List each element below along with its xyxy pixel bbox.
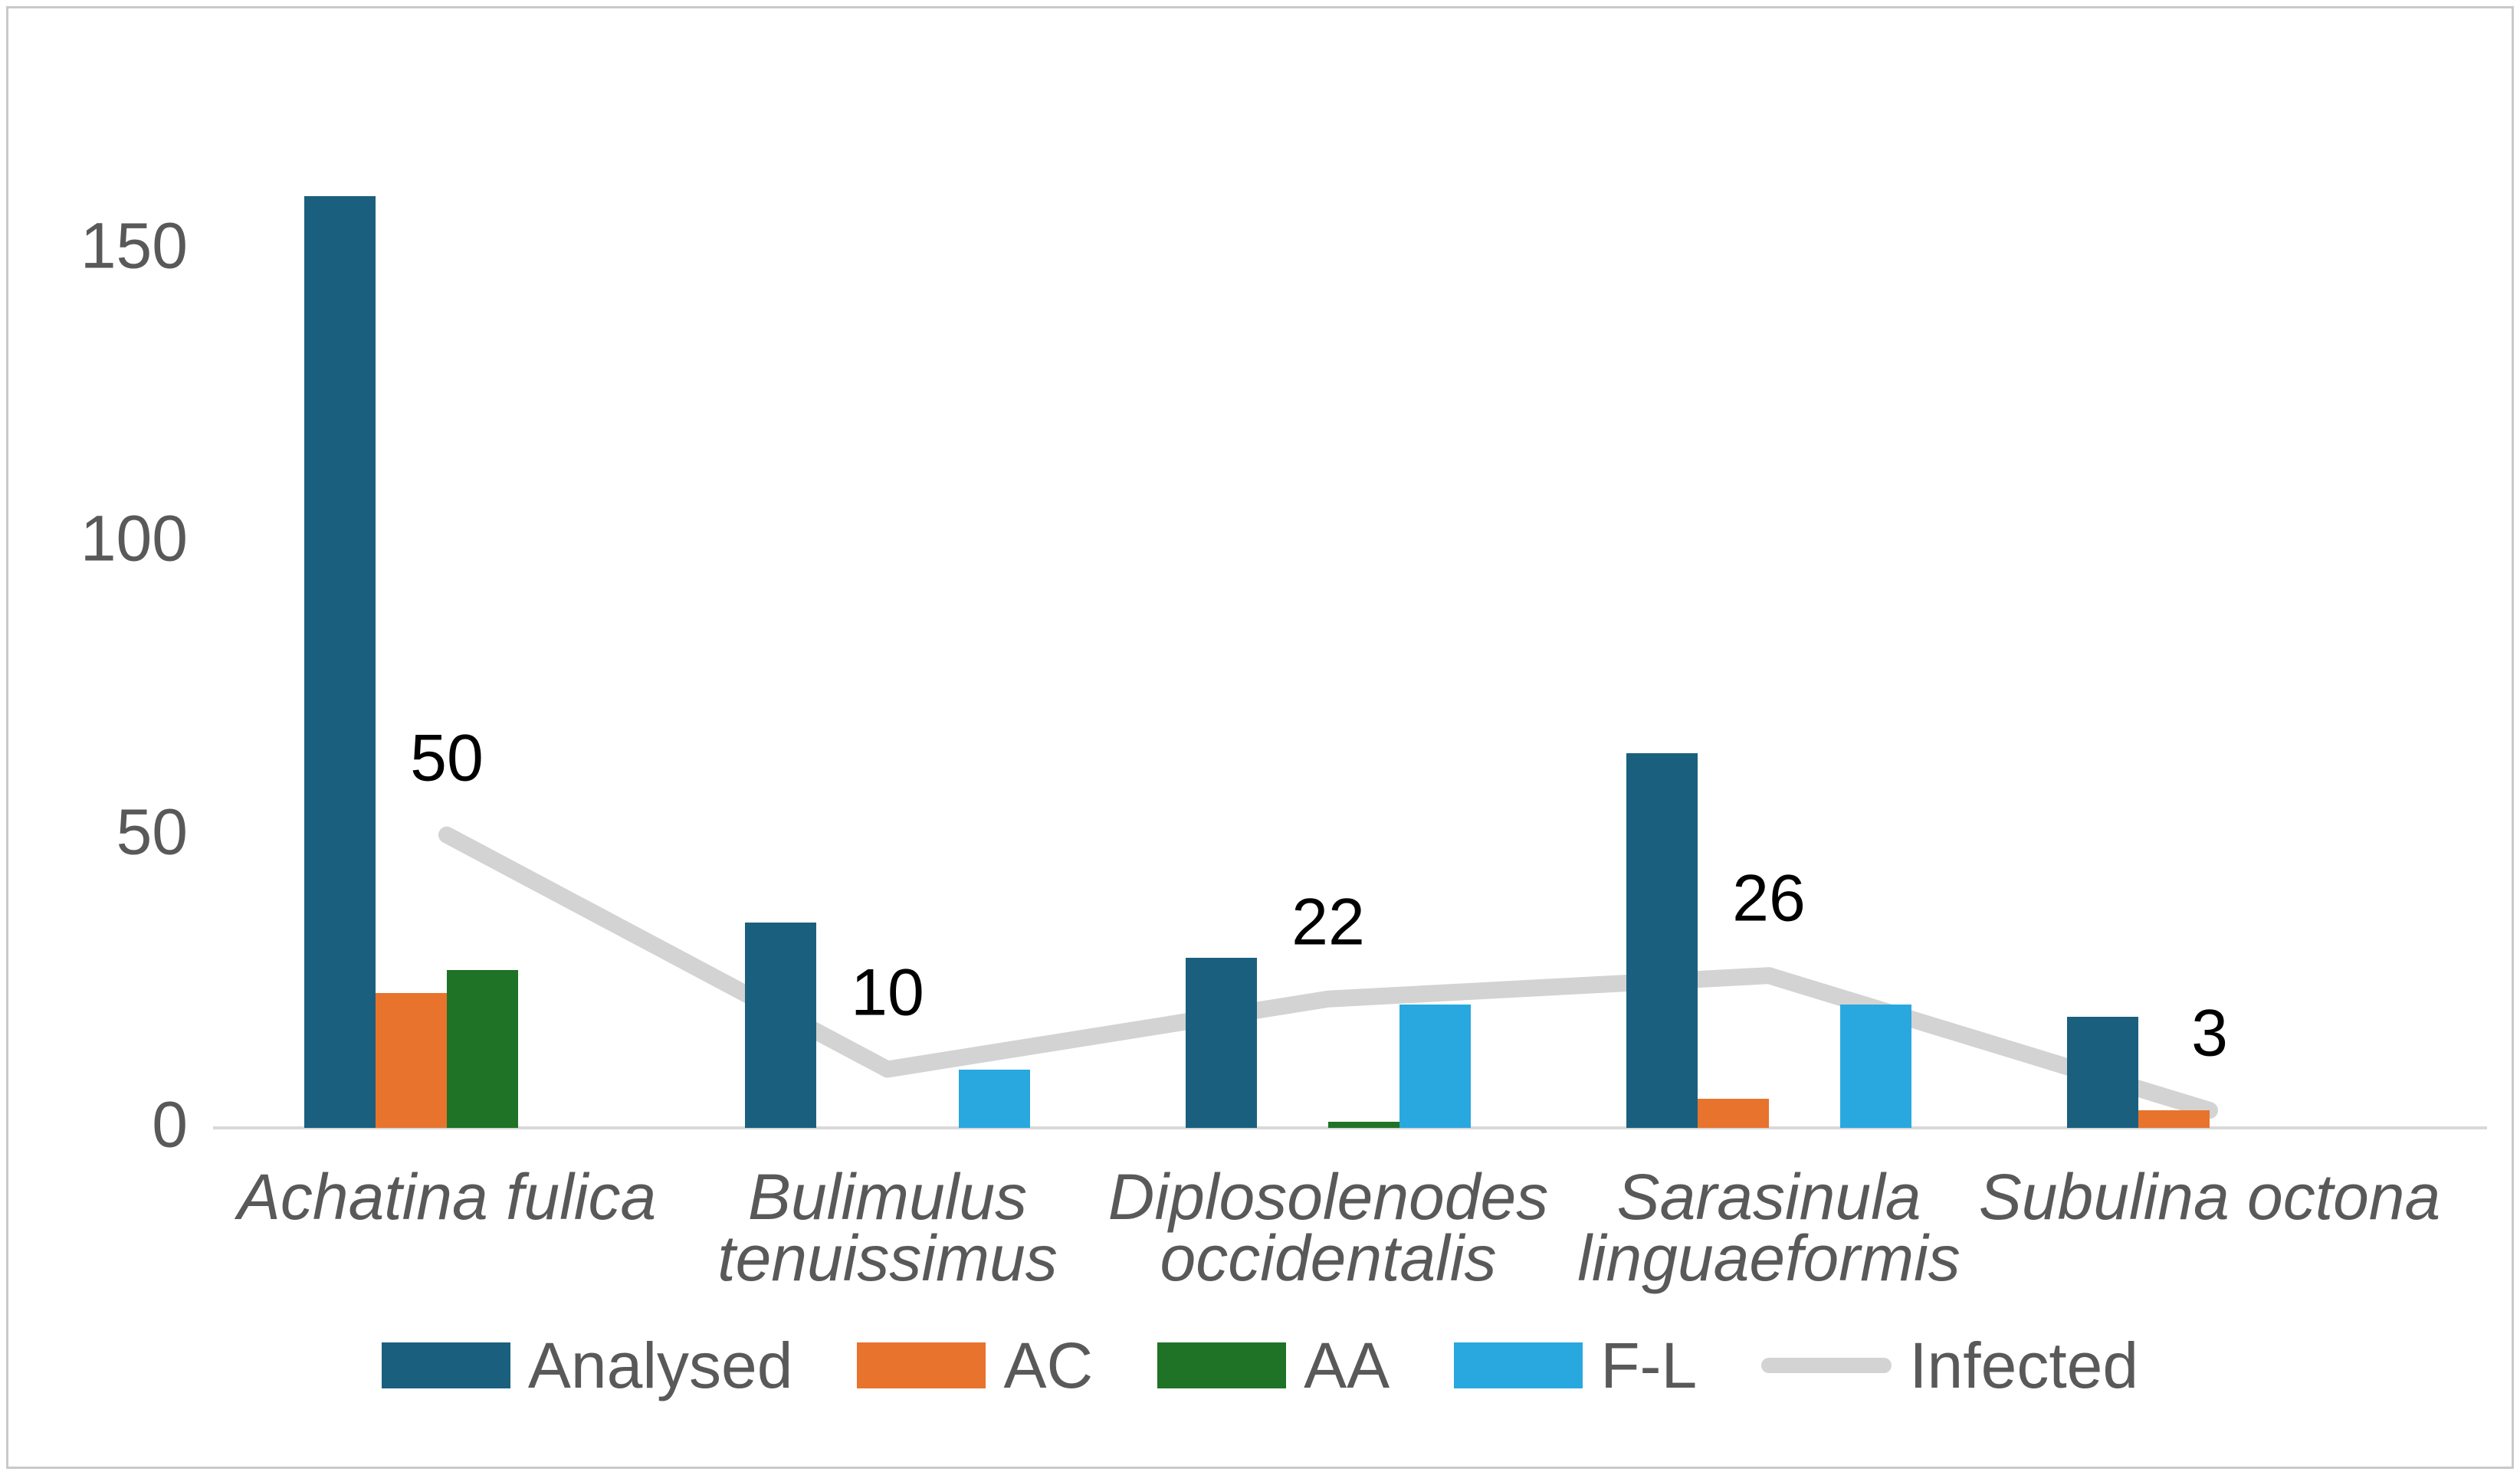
category-label-subulina-octona: Subulina octona	[1978, 1161, 2441, 1233]
y-tick-label-100: 100	[80, 502, 188, 575]
legend-swatch-ac	[857, 1342, 986, 1388]
legend-label-fl: F-L	[1600, 1329, 1698, 1401]
bar-f-l-diplosolenodes-occidentalis	[1399, 1005, 1471, 1128]
bar-ac-sarasinula-linguaeformis	[1698, 1098, 1769, 1128]
category-label-diplosolenodes-occidentalis: Diplosolenodes occidentalis	[1107, 1161, 1549, 1294]
bar-f-l-sarasinula-linguaeformis	[1840, 1005, 1911, 1128]
legend-swatch-fl	[1454, 1342, 1583, 1388]
y-tick-label-150: 150	[80, 209, 188, 282]
chart-border-frame	[6, 6, 2514, 1469]
bar-f-l-bulimulus-tenuissimus	[959, 1069, 1030, 1128]
bar-aa-achatina-fulica	[447, 969, 518, 1128]
bar-ac-achatina-fulica	[376, 993, 447, 1128]
x-axis-line	[213, 1126, 2487, 1129]
legend-item-fl: F-L	[1454, 1329, 1697, 1403]
category-label-sarasinula-linguaeformis: Sarasinula linguaeformis	[1577, 1161, 1961, 1294]
data-label-infected-subulina-octona: 3	[2191, 996, 2228, 1070]
legend-swatch-aa	[1157, 1342, 1287, 1388]
legend-item-ac: AC	[857, 1329, 1093, 1403]
bar-analysed-diplosolenodes-occidentalis	[1186, 958, 1257, 1128]
bar-ac-subulina-octona	[2138, 1110, 2210, 1128]
legend-label-ac: AC	[1003, 1329, 1094, 1401]
bar-analysed-sarasinula-linguaeformis	[1626, 752, 1698, 1128]
y-tick-label-50: 50	[116, 795, 188, 868]
legend-item-infected: Infected	[1761, 1329, 2138, 1403]
category-label-bulimulus-tenuissimus: Bulimulus tenuissimus	[717, 1161, 1058, 1294]
y-tick-label-0: 0	[152, 1088, 188, 1161]
legend-swatch-analysed	[381, 1342, 510, 1388]
legend-label-analysed: Analysed	[527, 1329, 793, 1401]
legend-item-aa: AA	[1157, 1329, 1390, 1403]
bar-analysed-achatina-fulica	[304, 196, 376, 1128]
bar-analysed-bulimulus-tenuissimus	[745, 923, 816, 1128]
legend-item-analysed: Analysed	[381, 1329, 793, 1403]
data-label-infected-bulimulus-tenuissimus: 10	[851, 955, 924, 1030]
legend: Analysed AC AA F-L Infected	[0, 1329, 2520, 1401]
data-label-infected-diplosolenodes-occidentalis: 22	[1291, 885, 1365, 959]
category-label-achatina-fulica: Achatina fulica	[237, 1161, 657, 1233]
data-label-infected-sarasinula-linguaeformis: 26	[1732, 861, 1806, 936]
legend-label-aa: AA	[1304, 1329, 1390, 1401]
data-label-infected-achatina-fulica: 50	[410, 721, 484, 795]
legend-line-swatch-infected	[1761, 1358, 1892, 1373]
bar-aa-diplosolenodes-occidentalis	[1328, 1122, 1399, 1128]
bar-analysed-subulina-octona	[2067, 1016, 2138, 1128]
legend-label-infected: Infected	[1909, 1329, 2139, 1401]
